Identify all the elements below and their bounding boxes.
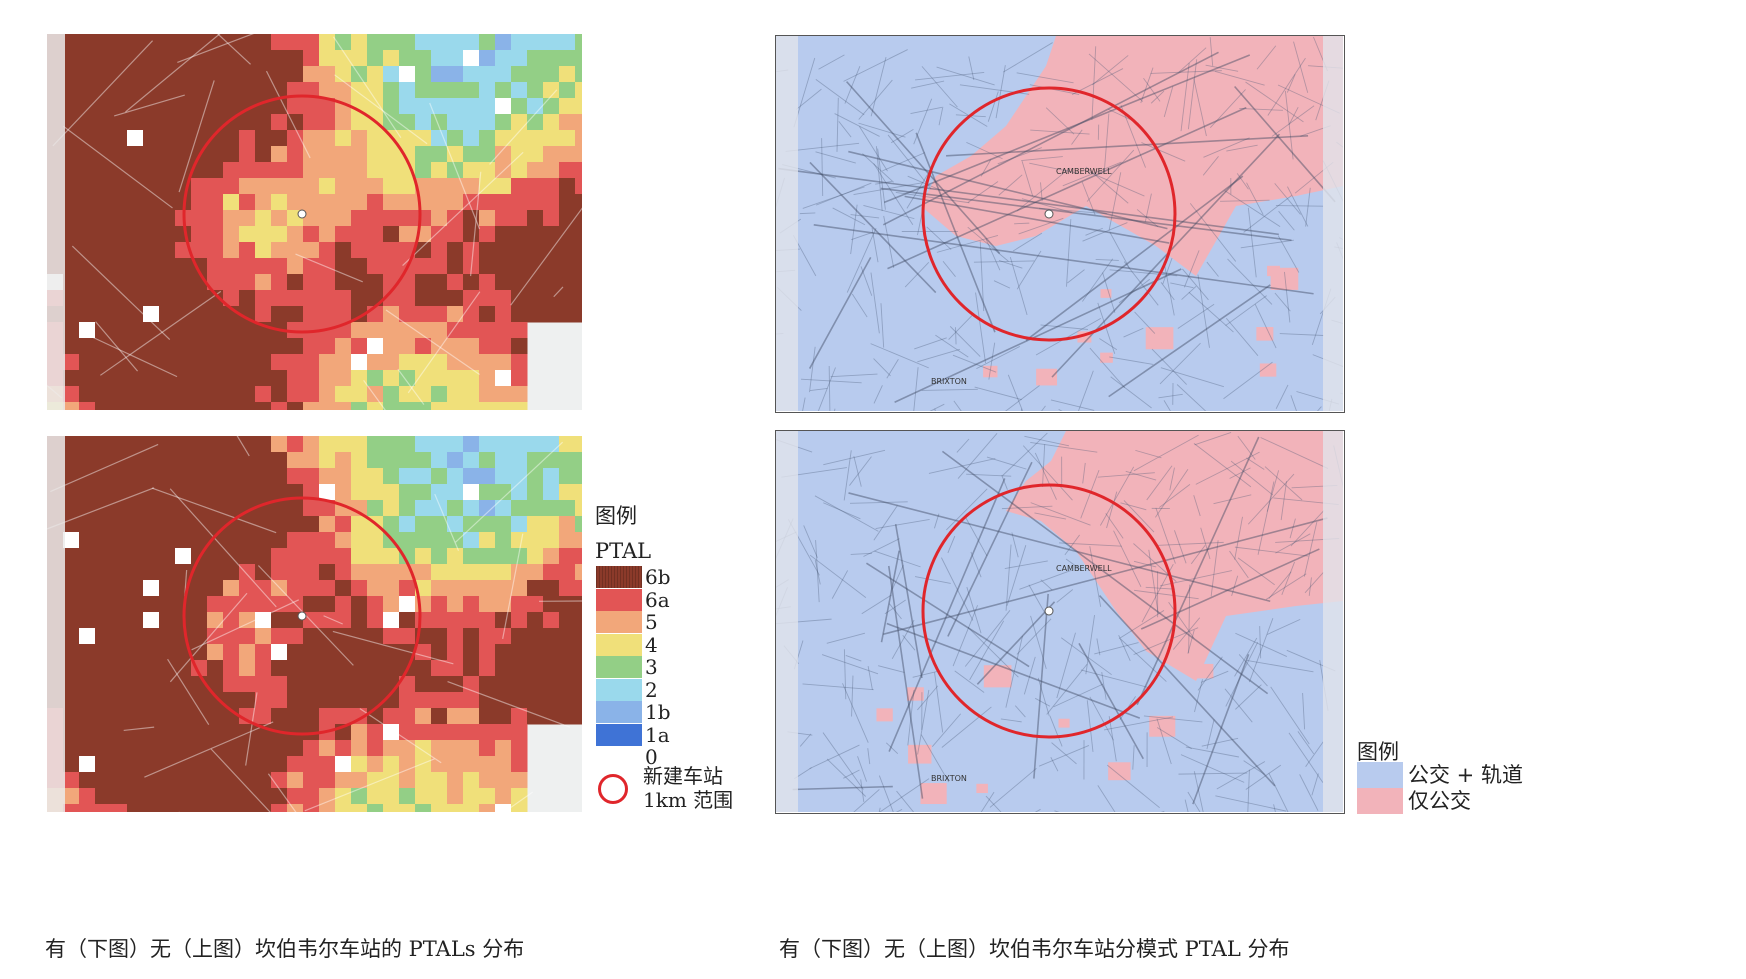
bus-only-swatch [1357,788,1403,814]
ptal-swatch-1b [596,701,642,723]
place-label-brixton: BRIXTON [931,774,967,783]
ptal-swatch-6b [596,566,642,588]
place-label-brixton: BRIXTON [931,377,967,386]
mode-map-icon: CAMBERWELL BRIXTON [776,431,1343,812]
ptal-label-1b: 1b [645,700,671,724]
mode-map-without-station: CAMBERWELL BRIXTON [775,35,1345,413]
ptal-swatch-3 [596,656,642,678]
ptal-label-1a: 1a [645,722,670,747]
ptal-legend-heading: PTAL [595,539,652,563]
right-caption: 有（下图）无（上图）坎伯韦尔车站分模式 PTAL 分布 [779,937,1290,961]
bus-rail-swatch [1357,762,1403,788]
ptal-label-2: 2 [645,677,658,702]
bus-only-label: 仅公交 [1408,789,1471,813]
ptal-map-with-station [47,436,582,812]
place-label-camberwell: CAMBERWELL [1056,564,1112,573]
ptal-swatch-4 [596,633,642,656]
mode-map-with-station: CAMBERWELL BRIXTON [775,430,1345,814]
ptal-label-6b: 6b [645,565,671,589]
station-label-line2: 1km 范围 [643,788,734,812]
station-range-circle-icon [598,774,628,804]
ptal-swatch-0 [596,746,642,768]
bus-rail-label: 公交 + 轨道 [1408,763,1523,787]
ptal-label-5: 5 [645,610,658,634]
ptal-swatch-2 [596,678,642,701]
ptal-label-3: 3 [645,655,658,679]
station-label-line1: 新建车站 [643,764,723,788]
ptal-map-without-station [47,34,582,410]
ptal-swatch-5 [596,611,642,633]
mode-legend-title: 图例 [1357,740,1399,764]
ptal-legend-title: 图例 [595,504,637,528]
ptal-label-0: 0 [645,745,658,769]
ptal-label-6a: 6a [645,587,670,612]
ptal-swatch-6a [596,588,642,611]
place-label-camberwell: CAMBERWELL [1056,167,1112,176]
ptal-label-4: 4 [645,632,658,657]
left-caption: 有（下图）无（上图）坎伯韦尔车站的 PTALs 分布 [45,937,525,961]
ptal-grid-map-icon [47,436,582,812]
ptal-grid-map-icon [47,34,582,410]
mode-map-icon: CAMBERWELL BRIXTON [776,36,1343,411]
ptal-swatch-1a [596,723,642,746]
